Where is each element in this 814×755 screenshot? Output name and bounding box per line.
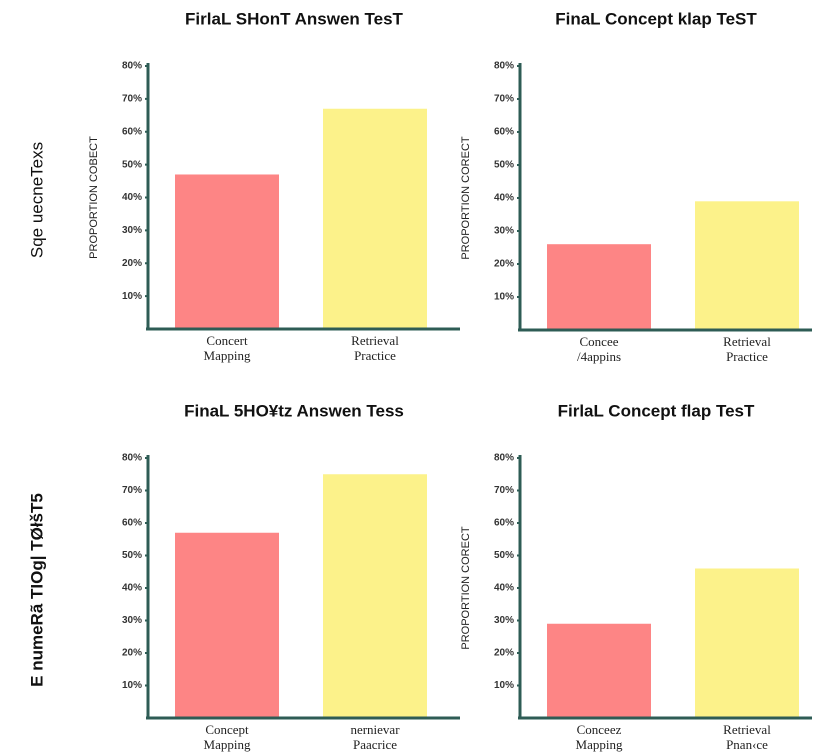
x-tick-label: Retrieval Pnan‹ce (723, 722, 771, 752)
y-tick-label: 70% (122, 94, 142, 105)
y-tick-label: 60% (494, 518, 514, 529)
x-tick-label-box: Retrieval Pnan‹ce (723, 722, 771, 752)
y-tick-label: 30% (122, 225, 142, 236)
x-tick-label: Concept Mapping (203, 722, 251, 752)
bar (695, 568, 799, 718)
x-tick-label-box: Retrieval Practice (351, 333, 399, 363)
y-tick-label: 10% (122, 291, 142, 302)
y-tick-label: 30% (494, 226, 514, 237)
y-tick-label: 20% (494, 648, 514, 659)
y-tick-label: 70% (494, 485, 514, 496)
chart-title: FinaL Concept klap TeST (555, 9, 757, 28)
y-axis-label: PROPORTION CORECT (460, 526, 472, 650)
bar (323, 474, 427, 718)
x-tick-label: Concee /4appins (576, 334, 622, 364)
y-tick-label: 80% (122, 453, 142, 464)
y-tick-label: 50% (494, 550, 514, 561)
y-tick-label: 10% (494, 680, 514, 691)
x-tick-label-box: Conceez Mapping (575, 722, 623, 752)
bar (547, 244, 651, 330)
bar (547, 623, 651, 718)
y-tick-label: 20% (494, 259, 514, 270)
y-tick-label: 30% (494, 615, 514, 626)
y-tick-label: 30% (122, 615, 142, 626)
y-tick-label: 70% (494, 94, 514, 105)
x-tick-label: nernievar Paacrice (350, 722, 400, 752)
x-tick-label: Retrieval Practice (723, 334, 771, 364)
x-tick-label: Concert Mapping (203, 333, 251, 363)
y-tick-label: 80% (494, 453, 514, 464)
chart-title: FirlaL Concept flap TesT (558, 401, 755, 420)
y-tick-label: 20% (122, 258, 142, 269)
bar (175, 532, 279, 718)
x-tick-label-box: Retrieval Practice (723, 334, 771, 364)
x-tick-label: Conceez Mapping (575, 722, 623, 752)
bar (175, 174, 279, 329)
row-label: E numeRã TIOg| TØłšT5 (27, 493, 46, 687)
y-axis-label: PROPORTION CORECT (460, 136, 472, 260)
y-tick-label: 20% (122, 648, 142, 659)
y-tick-label: 50% (122, 550, 142, 561)
y-tick-label: 50% (122, 159, 142, 170)
y-tick-label: 80% (494, 61, 514, 72)
y-tick-label: 10% (122, 680, 142, 691)
y-tick-label: 40% (494, 193, 514, 204)
chart-title: FinaL 5HO¥tz Answen Tess (184, 401, 404, 420)
y-tick-label: 40% (494, 583, 514, 594)
x-tick-label-box: nernievar Paacrice (350, 722, 400, 752)
y-tick-label: 10% (494, 292, 514, 303)
row-label: Sqe uecneTexs (27, 142, 46, 258)
y-tick-label: 40% (122, 192, 142, 203)
y-tick-label: 80% (122, 61, 142, 72)
y-axis-label: PROPORTION COBECT (88, 136, 100, 259)
x-tick-label-box: Concert Mapping (203, 333, 251, 363)
y-tick-label: 60% (494, 127, 514, 138)
y-tick-label: 70% (122, 485, 142, 496)
x-tick-label: Retrieval Practice (351, 333, 399, 363)
y-tick-label: 60% (122, 126, 142, 137)
y-tick-label: 60% (122, 518, 142, 529)
chart-title: FirlaL SHonT Answen TesT (185, 9, 403, 28)
x-tick-label-box: Concee /4appins (576, 334, 622, 364)
y-tick-label: 50% (494, 160, 514, 171)
x-tick-label-box: Concept Mapping (203, 722, 251, 752)
bar (695, 201, 799, 330)
y-tick-label: 40% (122, 583, 142, 594)
bar (323, 108, 427, 329)
